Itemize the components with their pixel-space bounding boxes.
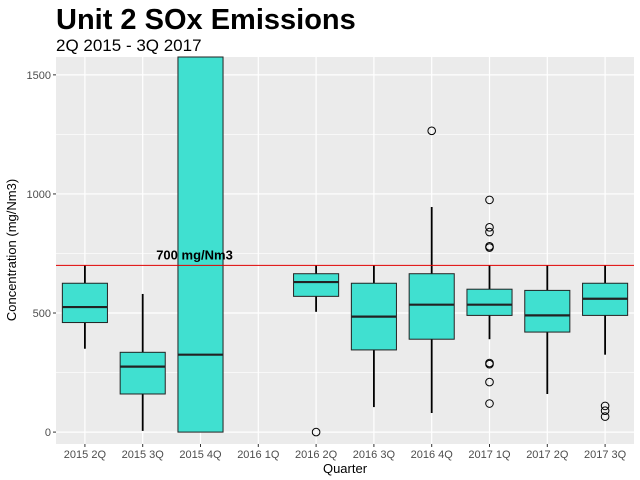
outlier-point — [600, 401, 610, 411]
x-tick-label: 2016 1Q — [237, 449, 280, 461]
x-tick-label: 2015 3Q — [122, 449, 165, 461]
y-tick-label: 500 — [33, 308, 51, 320]
y-axis-ticks: 0 500 1000 1500 — [27, 70, 56, 439]
box-iqr — [61, 282, 108, 324]
x-tick-label: 2017 3Q — [584, 449, 627, 461]
outlier-point — [485, 359, 494, 369]
x-tick-label: 2016 2Q — [295, 449, 338, 461]
chart-title: Unit 2 SOx Emissions — [56, 4, 356, 36]
y-tick-label: 1500 — [27, 70, 51, 82]
outlier-point — [600, 406, 610, 415]
box-2015-4q — [177, 56, 224, 433]
y-tick-label: 1000 — [27, 189, 51, 201]
outlier-point — [485, 377, 494, 387]
box-iqr — [177, 56, 224, 433]
x-axis-title: Quarter — [323, 461, 368, 476]
outlier-point — [485, 195, 494, 205]
x-tick-label: 2016 4Q — [411, 449, 454, 461]
reference-line-group: 700 mg/Nm3 — [56, 247, 634, 266]
box-2015-2q — [61, 265, 108, 349]
outlier-point — [427, 126, 437, 136]
chart-subtitle: 2Q 2015 - 3Q 2017 — [56, 36, 202, 55]
outlier-point — [485, 222, 494, 232]
box-2016-4q — [408, 126, 455, 414]
outlier-point — [485, 227, 494, 237]
box-2017-1q — [466, 195, 513, 408]
box-iqr — [119, 351, 166, 395]
x-tick-label: 2017 2Q — [526, 449, 569, 461]
outlier-point — [485, 399, 494, 408]
box-2016-3q — [350, 265, 397, 408]
outlier-point — [311, 427, 321, 437]
box-2015-3q — [119, 293, 166, 431]
box-iqr — [524, 289, 571, 333]
outlier-point — [600, 412, 610, 421]
box-iqr — [293, 273, 340, 297]
box-2016-2q — [293, 265, 340, 437]
y-tick-label: 0 — [45, 427, 51, 439]
outlier-point — [485, 243, 494, 252]
x-tick-label: 2017 1Q — [468, 449, 511, 461]
x-axis-ticks: 2015 2Q 2015 3Q 2015 4Q 2016 1Q 2016 2Q 2016 … — [64, 444, 627, 461]
box-iqr — [466, 288, 513, 316]
box-iqr — [408, 273, 455, 340]
box-2017-2q — [524, 265, 571, 394]
reference-line-label: 700 mg/Nm3 — [156, 247, 233, 262]
x-tick-label: 2015 4Q — [179, 449, 222, 461]
y-axis-title: Concentration (mg/Nm3) — [4, 179, 19, 321]
x-tick-label: 2016 3Q — [353, 449, 396, 461]
box-2017-3q — [582, 265, 629, 421]
x-tick-label: 2015 2Q — [64, 449, 107, 461]
box-series — [61, 56, 629, 437]
